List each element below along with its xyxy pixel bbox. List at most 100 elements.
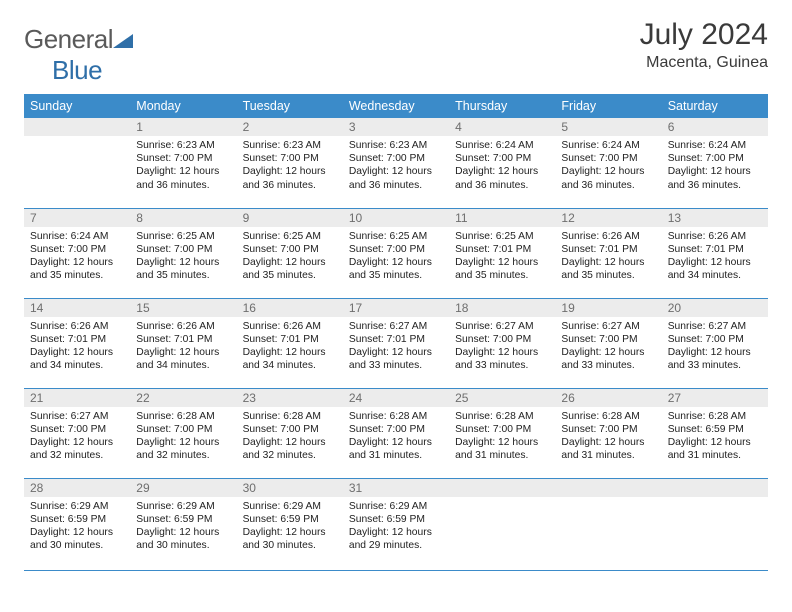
- calendar-cell: 20Sunrise: 6:27 AMSunset: 7:00 PMDayligh…: [662, 298, 768, 388]
- day-body: [449, 497, 555, 504]
- day-line: Sunset: 6:59 PM: [668, 423, 762, 436]
- day-number: 3: [343, 118, 449, 136]
- day-number: 2: [237, 118, 343, 136]
- day-line: Sunrise: 6:23 AM: [243, 139, 337, 152]
- day-line: Sunrise: 6:23 AM: [136, 139, 230, 152]
- day-line: Daylight: 12 hours: [136, 346, 230, 359]
- calendar-cell: 15Sunrise: 6:26 AMSunset: 7:01 PMDayligh…: [130, 298, 236, 388]
- calendar-cell: [449, 478, 555, 570]
- day-line: Sunrise: 6:27 AM: [561, 320, 655, 333]
- day-line: and 32 minutes.: [30, 449, 124, 462]
- day-line: and 31 minutes.: [455, 449, 549, 462]
- day-number: 17: [343, 299, 449, 317]
- day-number: 26: [555, 389, 661, 407]
- day-body: Sunrise: 6:24 AMSunset: 7:00 PMDaylight:…: [24, 227, 130, 287]
- day-line: Daylight: 12 hours: [30, 256, 124, 269]
- day-line: Daylight: 12 hours: [349, 346, 443, 359]
- day-number: [24, 118, 130, 136]
- day-line: Sunrise: 6:26 AM: [561, 230, 655, 243]
- day-line: Sunset: 7:00 PM: [30, 423, 124, 436]
- day-line: Daylight: 12 hours: [561, 256, 655, 269]
- day-body: Sunrise: 6:27 AMSunset: 7:01 PMDaylight:…: [343, 317, 449, 377]
- day-body: Sunrise: 6:29 AMSunset: 6:59 PMDaylight:…: [343, 497, 449, 557]
- day-line: Sunset: 7:01 PM: [455, 243, 549, 256]
- day-line: Sunrise: 6:25 AM: [243, 230, 337, 243]
- day-line: Daylight: 12 hours: [561, 165, 655, 178]
- day-line: Sunrise: 6:28 AM: [243, 410, 337, 423]
- day-number: 22: [130, 389, 236, 407]
- day-line: Sunset: 7:01 PM: [30, 333, 124, 346]
- day-line: Sunrise: 6:24 AM: [30, 230, 124, 243]
- day-line: Sunrise: 6:29 AM: [30, 500, 124, 513]
- day-number: [662, 479, 768, 497]
- day-line: Sunset: 7:00 PM: [349, 152, 443, 165]
- day-number: 25: [449, 389, 555, 407]
- day-body: Sunrise: 6:26 AMSunset: 7:01 PMDaylight:…: [662, 227, 768, 287]
- day-number: 7: [24, 209, 130, 227]
- weekday-header: Friday: [555, 94, 661, 118]
- day-line: Sunrise: 6:29 AM: [243, 500, 337, 513]
- day-line: Sunrise: 6:28 AM: [349, 410, 443, 423]
- weekday-header: Sunday: [24, 94, 130, 118]
- calendar-cell: 22Sunrise: 6:28 AMSunset: 7:00 PMDayligh…: [130, 388, 236, 478]
- calendar-cell: 9Sunrise: 6:25 AMSunset: 7:00 PMDaylight…: [237, 208, 343, 298]
- day-line: and 34 minutes.: [668, 269, 762, 282]
- day-body: [24, 136, 130, 143]
- day-line: and 36 minutes.: [136, 179, 230, 192]
- calendar-cell: [24, 118, 130, 208]
- calendar-cell: 7Sunrise: 6:24 AMSunset: 7:00 PMDaylight…: [24, 208, 130, 298]
- calendar-cell: 6Sunrise: 6:24 AMSunset: 7:00 PMDaylight…: [662, 118, 768, 208]
- brand-logo: General Blue: [24, 24, 133, 86]
- day-line: and 34 minutes.: [30, 359, 124, 372]
- day-body: Sunrise: 6:23 AMSunset: 7:00 PMDaylight:…: [237, 136, 343, 196]
- page-subtitle: Macenta, Guinea: [640, 54, 768, 72]
- day-line: Sunrise: 6:26 AM: [668, 230, 762, 243]
- day-line: and 31 minutes.: [668, 449, 762, 462]
- day-line: Sunrise: 6:27 AM: [349, 320, 443, 333]
- calendar-cell: 4Sunrise: 6:24 AMSunset: 7:00 PMDaylight…: [449, 118, 555, 208]
- day-line: and 31 minutes.: [349, 449, 443, 462]
- day-line: Sunset: 7:00 PM: [561, 152, 655, 165]
- day-line: Daylight: 12 hours: [349, 256, 443, 269]
- day-line: and 32 minutes.: [243, 449, 337, 462]
- calendar-cell: 31Sunrise: 6:29 AMSunset: 6:59 PMDayligh…: [343, 478, 449, 570]
- calendar-cell: 14Sunrise: 6:26 AMSunset: 7:01 PMDayligh…: [24, 298, 130, 388]
- day-line: Daylight: 12 hours: [561, 436, 655, 449]
- day-line: Sunrise: 6:27 AM: [30, 410, 124, 423]
- page-title: July 2024: [640, 18, 768, 52]
- day-body: Sunrise: 6:26 AMSunset: 7:01 PMDaylight:…: [130, 317, 236, 377]
- day-line: Sunset: 7:00 PM: [349, 423, 443, 436]
- day-body: Sunrise: 6:28 AMSunset: 7:00 PMDaylight:…: [343, 407, 449, 467]
- day-line: Sunset: 6:59 PM: [349, 513, 443, 526]
- day-line: Daylight: 12 hours: [455, 436, 549, 449]
- weekday-header: Saturday: [662, 94, 768, 118]
- day-line: Sunset: 7:00 PM: [243, 243, 337, 256]
- day-body: Sunrise: 6:28 AMSunset: 7:00 PMDaylight:…: [555, 407, 661, 467]
- day-line: and 31 minutes.: [561, 449, 655, 462]
- calendar-cell: 25Sunrise: 6:28 AMSunset: 7:00 PMDayligh…: [449, 388, 555, 478]
- day-line: and 36 minutes.: [561, 179, 655, 192]
- day-line: Sunrise: 6:26 AM: [30, 320, 124, 333]
- day-body: Sunrise: 6:29 AMSunset: 6:59 PMDaylight:…: [130, 497, 236, 557]
- day-line: Sunrise: 6:25 AM: [349, 230, 443, 243]
- day-line: Sunset: 7:00 PM: [668, 333, 762, 346]
- day-body: Sunrise: 6:26 AMSunset: 7:01 PMDaylight:…: [555, 227, 661, 287]
- day-number: 14: [24, 299, 130, 317]
- day-line: Sunset: 7:00 PM: [243, 423, 337, 436]
- day-line: Daylight: 12 hours: [243, 526, 337, 539]
- day-line: Sunset: 7:01 PM: [243, 333, 337, 346]
- day-line: Daylight: 12 hours: [349, 165, 443, 178]
- calendar-cell: 24Sunrise: 6:28 AMSunset: 7:00 PMDayligh…: [343, 388, 449, 478]
- calendar-cell: 27Sunrise: 6:28 AMSunset: 6:59 PMDayligh…: [662, 388, 768, 478]
- day-line: Sunrise: 6:29 AM: [136, 500, 230, 513]
- day-body: Sunrise: 6:25 AMSunset: 7:01 PMDaylight:…: [449, 227, 555, 287]
- day-line: and 36 minutes.: [349, 179, 443, 192]
- calendar-cell: 11Sunrise: 6:25 AMSunset: 7:01 PMDayligh…: [449, 208, 555, 298]
- day-number: 4: [449, 118, 555, 136]
- day-line: Daylight: 12 hours: [668, 346, 762, 359]
- calendar-cell: 28Sunrise: 6:29 AMSunset: 6:59 PMDayligh…: [24, 478, 130, 570]
- day-line: Sunset: 7:00 PM: [243, 152, 337, 165]
- calendar-cell: [555, 478, 661, 570]
- day-number: 12: [555, 209, 661, 227]
- day-line: and 35 minutes.: [455, 269, 549, 282]
